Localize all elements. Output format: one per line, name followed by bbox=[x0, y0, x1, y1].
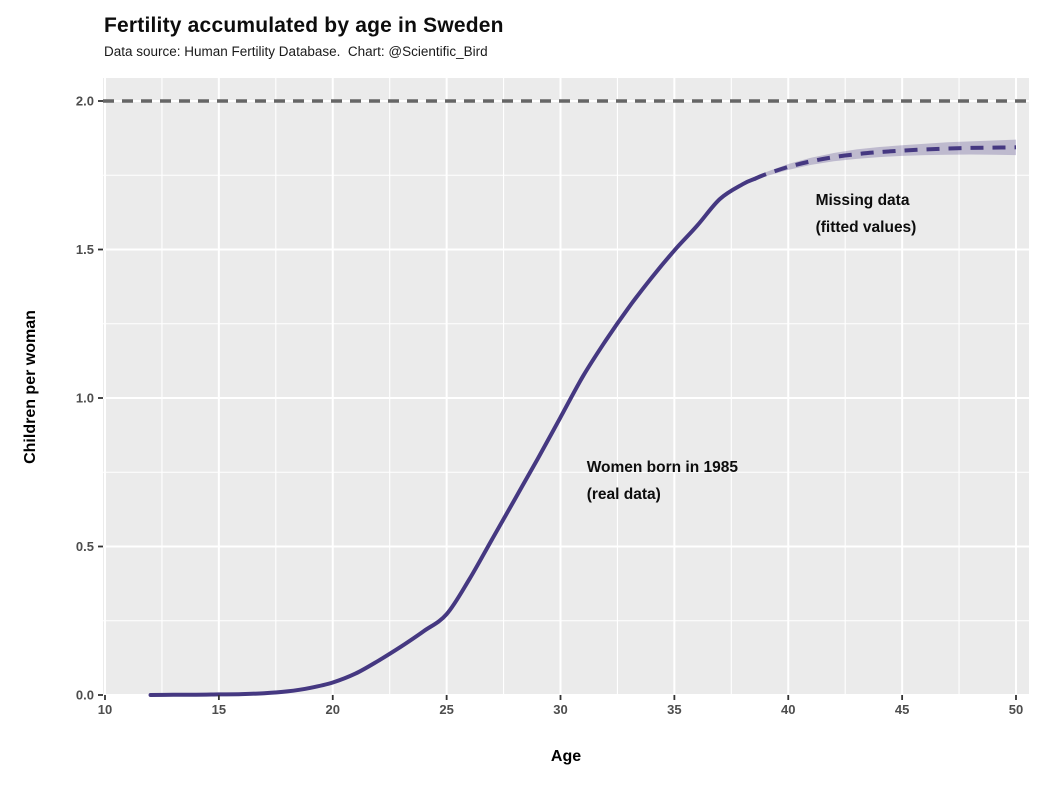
x-tick-label: 40 bbox=[781, 702, 795, 717]
annotation-real-line1: Women born in 1985 bbox=[586, 459, 738, 477]
plot-panel bbox=[103, 78, 1029, 695]
real-data-curve bbox=[148, 177, 757, 697]
y-tick-label: 1.0 bbox=[76, 391, 94, 406]
axis-tick-marks bbox=[98, 100, 1017, 700]
y-tick-label: 1.5 bbox=[76, 242, 94, 257]
chart-subtitle: Data source: Human Fertility Database. C… bbox=[104, 44, 488, 59]
x-tick-label: 15 bbox=[212, 702, 226, 717]
y-axis-title: Children per woman bbox=[22, 310, 39, 464]
major-gridlines bbox=[103, 78, 1029, 696]
annotation-missing-data: Missing data (fitted values) bbox=[816, 187, 917, 241]
x-tick-label: 45 bbox=[895, 702, 909, 717]
chart-title: Fertility accumulated by age in Sweden bbox=[104, 14, 504, 37]
y-axis-tick-labels: 0.0 0.5 1.0 1.5 2.0 bbox=[76, 94, 94, 703]
x-tick-label: 25 bbox=[439, 702, 453, 717]
x-axis-title: Age bbox=[550, 748, 582, 765]
y-tick-label: 0.0 bbox=[76, 688, 94, 703]
annotation-real-data: Women born in 1985 (real data) bbox=[587, 454, 738, 508]
y-tick-label: 0.5 bbox=[76, 539, 94, 554]
annotation-missing-line1: Missing data bbox=[815, 192, 910, 210]
x-tick-label: 30 bbox=[553, 702, 567, 717]
x-tick-label: 20 bbox=[326, 702, 340, 717]
x-tick-label: 50 bbox=[1009, 702, 1023, 717]
annotation-missing-line2: (fitted values) bbox=[815, 219, 917, 237]
x-axis-tick-labels: 10 15 20 25 30 35 40 45 50 bbox=[98, 702, 1023, 717]
minor-gridlines bbox=[103, 78, 1029, 695]
y-tick-label: 2.0 bbox=[76, 94, 94, 109]
annotation-real-line2: (real data) bbox=[586, 486, 661, 504]
x-tick-label: 35 bbox=[667, 702, 681, 717]
x-tick-label: 10 bbox=[98, 702, 112, 717]
